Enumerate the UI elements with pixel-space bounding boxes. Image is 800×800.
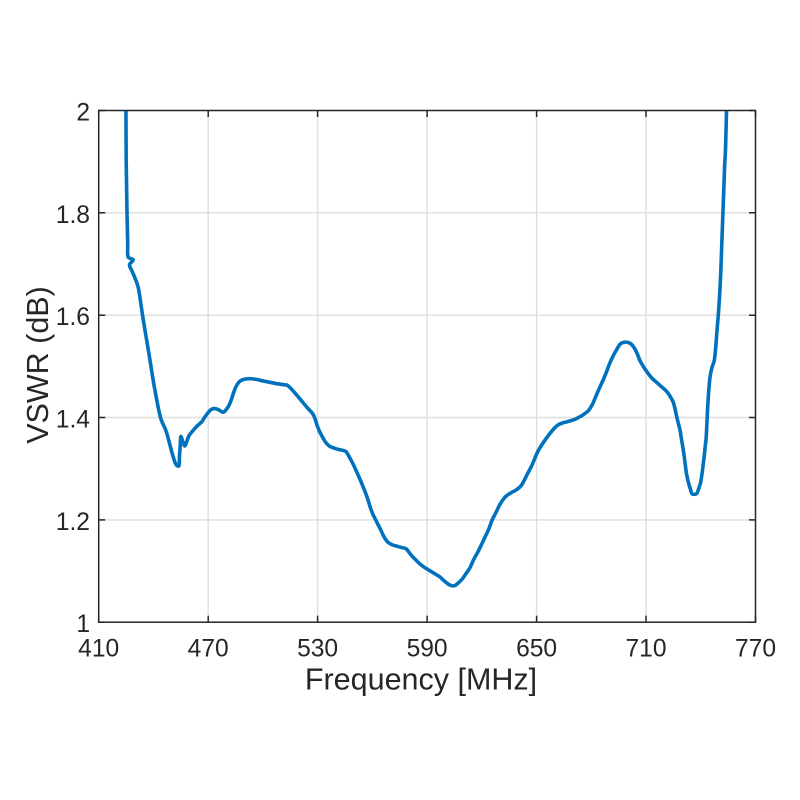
svg-text:590: 590 xyxy=(407,636,448,663)
svg-text:650: 650 xyxy=(516,636,557,663)
svg-text:1.8: 1.8 xyxy=(56,202,90,229)
svg-text:410: 410 xyxy=(78,636,119,663)
svg-text:1.4: 1.4 xyxy=(56,407,90,434)
svg-text:1.6: 1.6 xyxy=(56,304,90,331)
svg-text:470: 470 xyxy=(188,636,229,663)
svg-text:1: 1 xyxy=(76,611,90,638)
svg-text:Frequency [MHz]: Frequency [MHz] xyxy=(305,663,537,697)
svg-text:770: 770 xyxy=(735,636,776,663)
svg-text:VSWR (dB): VSWR (dB) xyxy=(21,286,55,444)
svg-text:1.2: 1.2 xyxy=(56,509,90,536)
svg-text:2: 2 xyxy=(76,100,90,127)
svg-text:530: 530 xyxy=(297,636,338,663)
svg-text:710: 710 xyxy=(625,636,666,663)
